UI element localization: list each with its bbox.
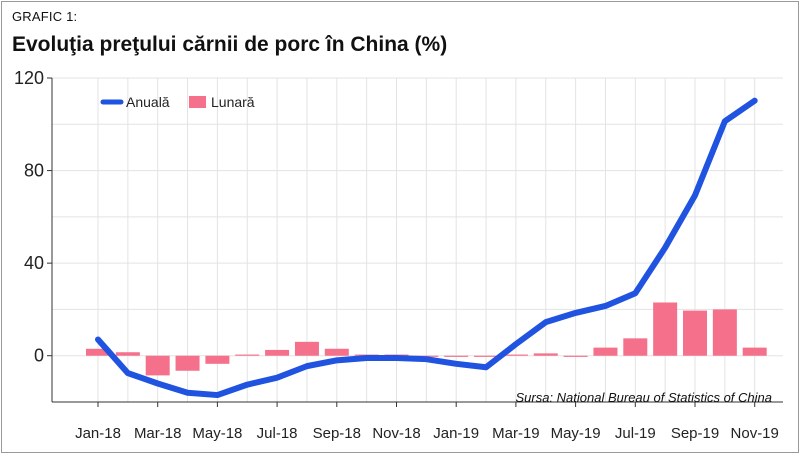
x-tick-label: Mar-19 — [492, 425, 540, 442]
x-tick-label: Jul-19 — [615, 425, 656, 442]
monthly-bar — [533, 353, 558, 356]
monthly-bar — [115, 352, 140, 356]
monthly-bar — [86, 348, 110, 356]
x-tick-label: May-19 — [551, 425, 601, 442]
y-tick-label: 120 — [14, 68, 44, 88]
monthly-bar — [444, 355, 469, 357]
annual-line — [95, 97, 758, 399]
chart-label: GRAFIC 1: — [12, 9, 78, 24]
x-tick-label: Sep-19 — [671, 425, 719, 442]
x-tick-label: Nov-18 — [372, 425, 420, 442]
monthly-bar — [175, 355, 200, 371]
monthly-bar — [474, 355, 499, 357]
x-tick-label: May-18 — [192, 425, 242, 442]
axes: 0 40 80 120 Jan-18 Mar-18 May-18 Jul-18 Sep-18 No… — [14, 68, 783, 442]
monthly-bar — [145, 355, 170, 376]
x-tick-label: Sep-18 — [313, 425, 361, 442]
monthly-bar — [235, 354, 260, 356]
y-tick-label: 80 — [24, 161, 44, 181]
monthly-bar — [653, 302, 678, 356]
monthly-bar — [324, 348, 349, 356]
monthly-bar — [623, 338, 648, 356]
grid-lines — [52, 77, 783, 403]
monthly-bar — [593, 347, 618, 356]
source-note: Sursa: National Bureau of Statistics of … — [515, 390, 772, 405]
x-tick-label: Mar-18 — [134, 425, 182, 442]
monthly-bar — [265, 349, 290, 356]
legend: Anuală Lunară — [100, 94, 255, 110]
monthly-bar — [294, 341, 319, 356]
monthly-bar — [683, 310, 707, 356]
legend-label-annual: Anuală — [126, 94, 170, 110]
monthly-bar — [503, 354, 528, 356]
monthly-bar — [205, 355, 230, 364]
x-tick-label: Jul-18 — [257, 425, 298, 442]
monthly-bar — [563, 355, 588, 357]
y-tick-label: 40 — [24, 253, 44, 273]
monthly-bar — [712, 309, 737, 356]
monthly-bar — [742, 347, 767, 356]
chart-title: Evoluţia preţului cărnii de porc în Chin… — [12, 33, 448, 56]
legend-swatch-monthly — [189, 96, 206, 108]
monthly-bars — [86, 302, 767, 376]
y-tick-label: 0 — [34, 346, 44, 366]
legend-label-monthly: Lunară — [211, 94, 255, 110]
x-tick-label: Jan-19 — [433, 425, 479, 442]
x-tick-label: Nov-19 — [731, 425, 779, 442]
annual-series-line — [95, 97, 758, 399]
x-tick-label: Jan-18 — [75, 425, 121, 442]
